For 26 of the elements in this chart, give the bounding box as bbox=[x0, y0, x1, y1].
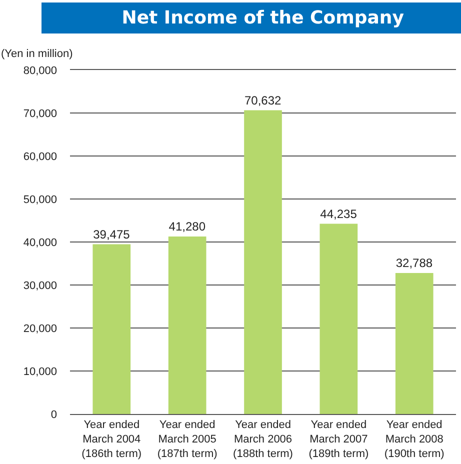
data-label: 70,632 bbox=[244, 93, 282, 108]
x-tick-label: Year ended March 2004 (186th term) bbox=[82, 419, 142, 460]
y-tick-label: 0 bbox=[50, 408, 57, 421]
bar bbox=[168, 236, 206, 414]
y-tick-label: 50,000 bbox=[23, 194, 57, 206]
y-axis-title: (Yen in million) bbox=[1, 48, 73, 60]
data-label: 44,235 bbox=[320, 206, 358, 221]
bar bbox=[92, 244, 131, 414]
x-tick-label: Year ended March 2007 (189th term) bbox=[308, 419, 369, 460]
y-tick-label: 10,000 bbox=[23, 366, 57, 378]
x-tick-label: Year ended March 2005 (187th term) bbox=[157, 419, 218, 460]
bar bbox=[395, 273, 434, 414]
chart-title: Net Income of the Company bbox=[122, 8, 404, 28]
y-tick-label: 60,000 bbox=[23, 150, 57, 163]
x-tick-label: Year ended March 2006 (188th term) bbox=[233, 419, 293, 460]
x-tick-label: Year ended March 2008 (190th term) bbox=[384, 419, 444, 460]
data-label: 32,788 bbox=[396, 256, 433, 270]
bar bbox=[244, 110, 282, 414]
data-label: 39,475 bbox=[93, 227, 130, 242]
y-tick-label: 30,000 bbox=[23, 280, 57, 292]
data-label: 41,280 bbox=[168, 220, 206, 234]
y-tick-label: 40,000 bbox=[23, 236, 57, 249]
y-tick-label: 20,000 bbox=[23, 322, 57, 335]
y-tick-label: 70,000 bbox=[23, 108, 57, 120]
bar bbox=[320, 224, 358, 414]
y-tick-label: 80,000 bbox=[23, 64, 57, 77]
